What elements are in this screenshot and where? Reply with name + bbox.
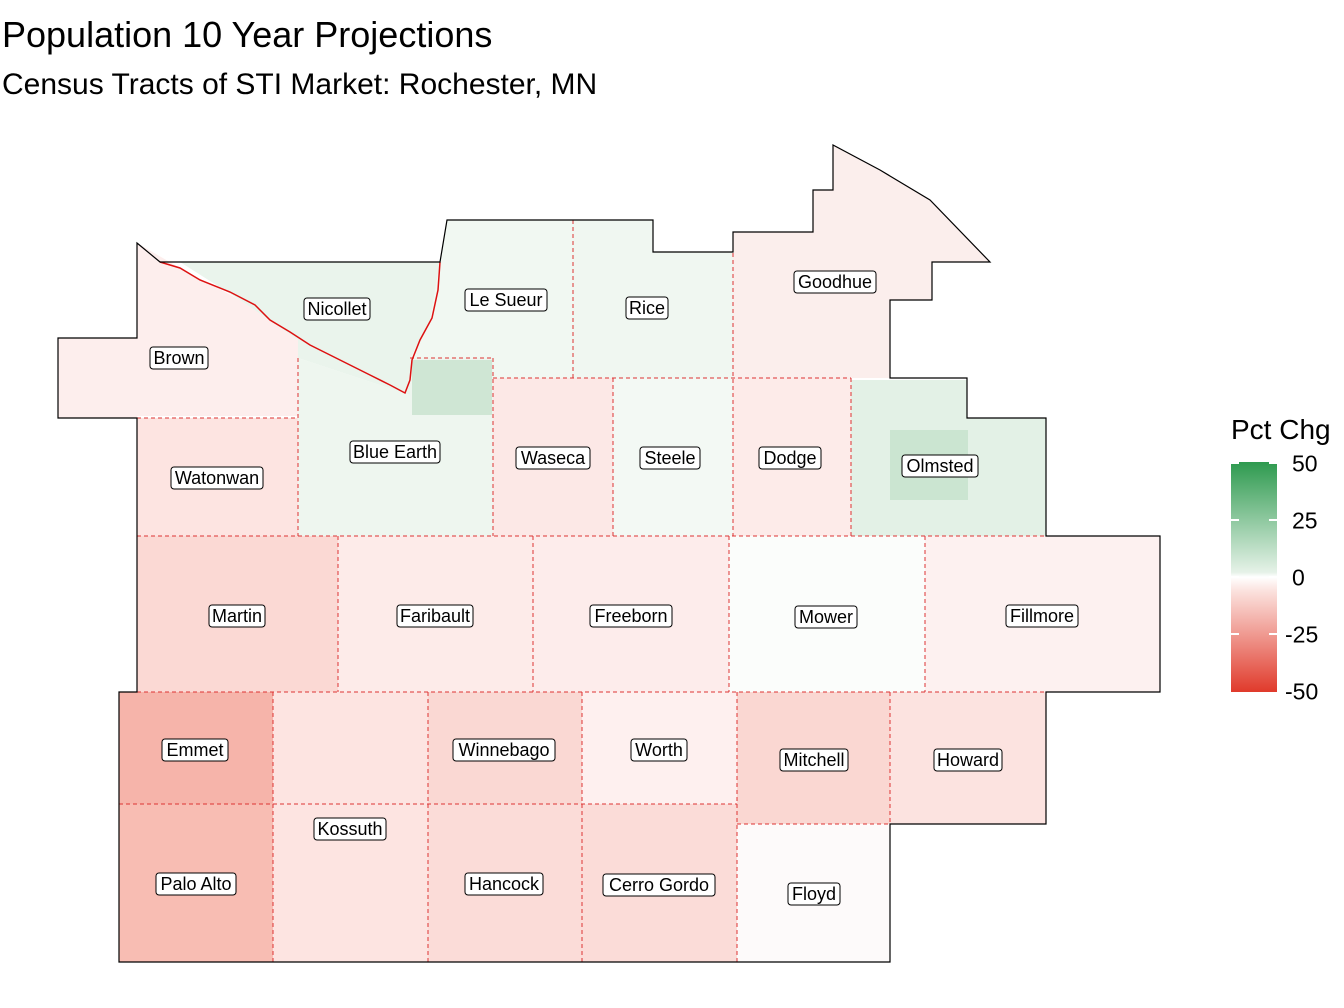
svg-text:Howard: Howard bbox=[937, 750, 999, 770]
label-brown: Brown bbox=[149, 346, 209, 370]
label-olmsted: Olmsted bbox=[901, 454, 979, 478]
label-dodge: Dodge bbox=[758, 446, 822, 470]
svg-text:Fillmore: Fillmore bbox=[1010, 606, 1074, 626]
label-mitchell: Mitchell bbox=[779, 748, 849, 772]
page-title: Population 10 Year Projections bbox=[2, 14, 493, 55]
label-worth: Worth bbox=[630, 738, 688, 762]
label-waseca: Waseca bbox=[515, 446, 591, 470]
svg-text:Hancock: Hancock bbox=[469, 874, 540, 894]
county-labels: Brown Nicollet Le Sueur Rice Goodhue Wat… bbox=[149, 270, 1079, 906]
label-hancock: Hancock bbox=[464, 872, 544, 896]
label-steele: Steele bbox=[639, 446, 701, 470]
svg-text:Rice: Rice bbox=[629, 298, 665, 318]
label-goodhue: Goodhue bbox=[793, 270, 877, 294]
page-subtitle: Census Tracts of STI Market: Rochester, … bbox=[2, 68, 598, 101]
svg-text:Emmet: Emmet bbox=[166, 740, 223, 760]
legend-title: Pct Chg bbox=[1231, 414, 1331, 445]
svg-text:Worth: Worth bbox=[635, 740, 683, 760]
legend-tick-neg50: -50 bbox=[1285, 678, 1319, 705]
county-blue-earth-center bbox=[412, 360, 492, 415]
svg-text:Martin: Martin bbox=[212, 606, 262, 626]
label-howard: Howard bbox=[933, 748, 1003, 772]
label-nicollet: Nicollet bbox=[303, 297, 371, 321]
svg-text:Cerro Gordo: Cerro Gordo bbox=[609, 875, 709, 895]
svg-text:Faribault: Faribault bbox=[400, 606, 470, 626]
svg-text:Dodge: Dodge bbox=[763, 448, 816, 468]
svg-text:Winnebago: Winnebago bbox=[458, 740, 549, 760]
legend-tick-0: 0 bbox=[1292, 564, 1305, 591]
label-rice: Rice bbox=[625, 296, 669, 320]
svg-text:Nicollet: Nicollet bbox=[307, 299, 366, 319]
label-emmet: Emmet bbox=[161, 738, 229, 762]
svg-text:Le Sueur: Le Sueur bbox=[469, 290, 542, 310]
svg-text:Mitchell: Mitchell bbox=[783, 750, 844, 770]
county-boundaries bbox=[119, 220, 1046, 962]
county-brown[interactable] bbox=[58, 243, 298, 418]
svg-text:Steele: Steele bbox=[644, 448, 695, 468]
label-blue-earth: Blue Earth bbox=[349, 440, 441, 464]
legend-tick-neg25: -25 bbox=[1285, 621, 1319, 648]
svg-text:Goodhue: Goodhue bbox=[798, 272, 872, 292]
legend-tick-25: 25 bbox=[1292, 507, 1318, 534]
label-cerro-gordo: Cerro Gordo bbox=[602, 873, 716, 897]
market-outline bbox=[57, 144, 1161, 963]
svg-text:Floyd: Floyd bbox=[792, 884, 836, 904]
label-faribault: Faribault bbox=[396, 604, 474, 628]
county-fills bbox=[58, 145, 1160, 962]
svg-text:Freeborn: Freeborn bbox=[594, 606, 667, 626]
label-floyd: Floyd bbox=[787, 882, 841, 906]
label-kossuth: Kossuth bbox=[313, 817, 387, 841]
county-goodhue[interactable] bbox=[733, 145, 990, 378]
svg-text:Kossuth: Kossuth bbox=[317, 819, 382, 839]
svg-text:Waseca: Waseca bbox=[521, 448, 586, 468]
label-freeborn: Freeborn bbox=[589, 604, 673, 628]
svg-text:Brown: Brown bbox=[153, 348, 204, 368]
label-martin: Martin bbox=[208, 604, 266, 628]
river-line bbox=[159, 261, 441, 395]
label-le-sueur: Le Sueur bbox=[464, 288, 548, 312]
label-winnebago: Winnebago bbox=[452, 738, 556, 762]
svg-text:Mower: Mower bbox=[799, 607, 853, 627]
svg-text:Palo Alto: Palo Alto bbox=[160, 874, 231, 894]
svg-text:Blue Earth: Blue Earth bbox=[353, 442, 437, 462]
label-fillmore: Fillmore bbox=[1005, 604, 1079, 628]
svg-text:Watonwan: Watonwan bbox=[175, 468, 259, 488]
label-watonwan: Watonwan bbox=[170, 466, 264, 490]
svg-text:Olmsted: Olmsted bbox=[906, 456, 973, 476]
label-palo-alto: Palo Alto bbox=[155, 872, 237, 896]
legend-tick-50: 50 bbox=[1292, 450, 1318, 477]
county-nicollet[interactable] bbox=[180, 262, 440, 395]
label-mower: Mower bbox=[794, 605, 858, 629]
